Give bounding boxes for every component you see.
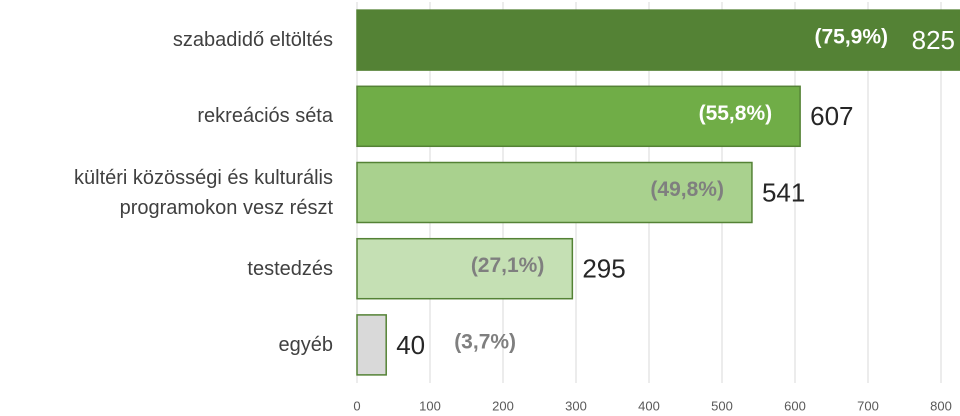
value-label: 40 — [396, 330, 425, 360]
category-label: rekreációs séta — [197, 105, 333, 128]
value-label: 825 — [912, 25, 955, 55]
share-label: (75,9%) — [814, 26, 888, 49]
x-tick-label: 500 — [711, 398, 733, 413]
x-tick-label: 300 — [565, 398, 587, 413]
bar — [356, 237, 574, 300]
bar — [356, 314, 387, 376]
value-label: 607 — [810, 101, 853, 131]
bar — [356, 9, 960, 71]
x-tick-label: 400 — [638, 398, 660, 413]
category-label: egyéb — [278, 333, 334, 356]
value-label: 541 — [762, 177, 805, 207]
share-label: (55,8%) — [699, 102, 773, 125]
share-label: (27,1%) — [471, 254, 545, 277]
x-tick-label: 600 — [784, 398, 806, 413]
category-label: testedzés — [247, 257, 333, 280]
x-tick-label: 800 — [930, 398, 952, 413]
share-label: (49,8%) — [650, 178, 724, 201]
share-label: (3,7%) — [454, 330, 516, 353]
x-tick-label: 200 — [492, 398, 514, 413]
value-label: 295 — [582, 254, 625, 284]
x-tick-label: 100 — [419, 398, 441, 413]
x-tick-label: 700 — [857, 398, 879, 413]
category-label: szabadidő eltöltés — [172, 29, 333, 52]
bar — [356, 85, 801, 148]
bar — [356, 161, 753, 224]
category-label: kültéri közösségi és kulturális programo… — [74, 166, 333, 219]
x-tick-label: 0 — [353, 398, 360, 413]
